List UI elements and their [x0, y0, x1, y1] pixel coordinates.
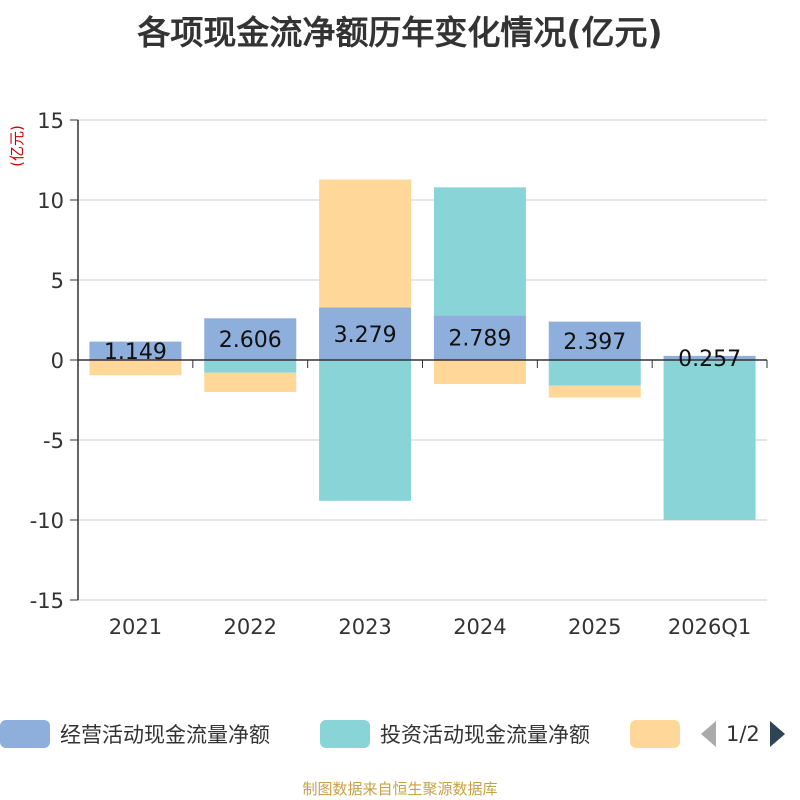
- y-unit-label: (亿元): [8, 125, 26, 167]
- chart-title: 各项现金流净额历年变化情况(亿元): [137, 13, 663, 52]
- legend-item-financing[interactable]: [630, 714, 680, 754]
- bar-financing-2021: [89, 360, 182, 376]
- legend-label-investing: 投资活动现金流量净额: [380, 723, 590, 747]
- x-category-label: 2024: [453, 615, 506, 639]
- bar-operating-2024: [433, 315, 526, 360]
- data-label-operating: 3.279: [334, 323, 397, 348]
- y-tick-label: -10: [30, 509, 64, 533]
- bar-operating-2022: [204, 318, 297, 360]
- next-page-icon[interactable]: [768, 720, 786, 748]
- bar-financing-2024: [433, 360, 526, 384]
- x-category-label: 2022: [224, 615, 277, 639]
- data-label-operating: 0.257: [678, 347, 741, 372]
- y-tick-label: 5: [51, 269, 64, 293]
- bar-operating-2026Q1: [663, 355, 756, 360]
- y-tick-label: -15: [30, 589, 64, 613]
- bar-investing-2025: [548, 360, 641, 386]
- data-label-operating: 1.149: [104, 340, 167, 365]
- legend-label-operating: 经营活动现金流量净额: [60, 723, 270, 747]
- legend-item-operating[interactable]: 经营活动现金流量净额: [0, 714, 270, 754]
- data-label-operating: 2.606: [219, 328, 282, 353]
- y-tick-label: -5: [43, 429, 64, 453]
- data-label-operating: 2.789: [448, 327, 511, 352]
- bar-operating-2025: [548, 321, 641, 360]
- bar-financing-2025: [548, 385, 641, 398]
- y-tick-label: 15: [37, 109, 64, 133]
- prev-page-icon[interactable]: [700, 720, 718, 748]
- bar-investing-2024: [433, 187, 526, 316]
- legend-swatch-investing: [320, 720, 370, 748]
- data-label-operating: 2.397: [563, 330, 626, 355]
- data-source-note: 制图数据来自恒生聚源数据库: [302, 780, 498, 798]
- x-category-label: 2025: [568, 615, 621, 639]
- legend-item-investing[interactable]: 投资活动现金流量净额: [320, 714, 590, 754]
- x-category-label: 2023: [338, 615, 391, 639]
- y-tick-label: 10: [37, 189, 64, 213]
- bar-financing-2022: [204, 372, 297, 392]
- legend-page-indicator: 1/2: [726, 722, 760, 746]
- legend-swatch-financing: [630, 720, 680, 748]
- bar-investing-2026Q1: [663, 360, 756, 520]
- x-category-label: 2026Q1: [668, 615, 751, 639]
- bar-operating-2023: [319, 307, 412, 360]
- x-category-label: 2021: [109, 615, 162, 639]
- legend-swatch-operating: [0, 720, 50, 748]
- y-tick-label: 0: [51, 349, 64, 373]
- legend-pager: 1/2: [700, 714, 786, 754]
- legend: 经营活动现金流量净额 投资活动现金流量净额 1/2: [0, 714, 800, 754]
- bar-investing-2022: [204, 360, 297, 373]
- bar-operating-2021: [89, 341, 182, 360]
- bar-investing-2023: [319, 360, 412, 501]
- bar-financing-2023: [319, 179, 412, 308]
